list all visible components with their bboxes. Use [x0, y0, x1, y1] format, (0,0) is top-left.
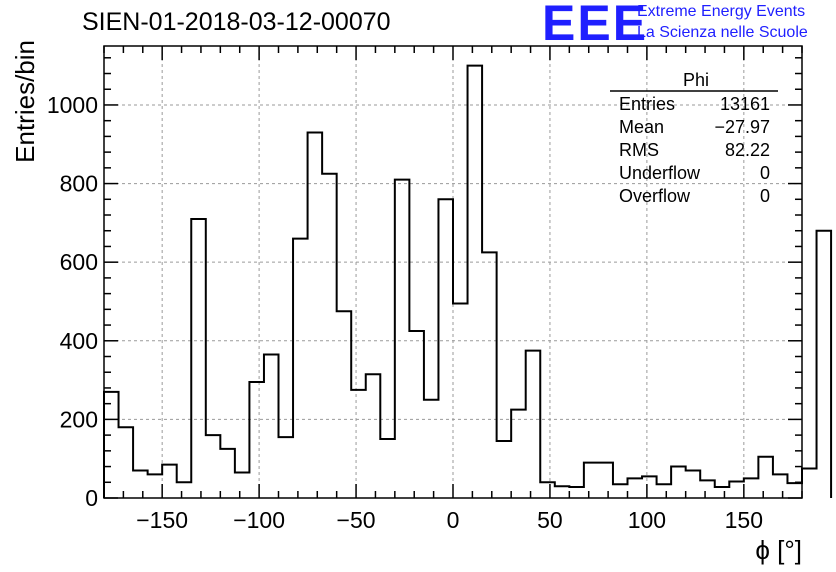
- logo-line-2: La Scienza nelle Scuole: [637, 24, 808, 41]
- stats-row-label: Entries: [619, 94, 675, 114]
- y-tick-label: 1000: [47, 92, 98, 118]
- stats-row-label: Overflow: [619, 186, 691, 206]
- y-tick-label: 200: [60, 406, 98, 432]
- x-tick-label: −100: [233, 507, 285, 533]
- stats-box: Phi Entries 13161 Mean −27.97 RMS 82.22 Underf…: [610, 70, 778, 206]
- histogram-outline: [103, 64, 833, 498]
- stats-row-value: −27.97: [714, 117, 770, 137]
- logo-line-1: Extreme Energy Events: [637, 3, 806, 20]
- x-tick-label: −150: [136, 507, 188, 533]
- x-tick-label: 100: [628, 507, 666, 533]
- y-tick-label: 0: [85, 485, 98, 511]
- stats-row-label: RMS: [619, 140, 659, 160]
- tick-labels: −150 −100 −50 0 50 100 150 0 200 400 600 800 1000: [47, 92, 763, 533]
- y-tick-label: 400: [60, 328, 98, 354]
- stats-row-value: 82.22: [725, 140, 770, 160]
- logo-mark: EEE: [542, 0, 649, 51]
- y-axis-label: Entries/bin: [10, 40, 40, 163]
- stats-row-label: Mean: [619, 117, 664, 137]
- stats-row-value: 13161: [720, 94, 770, 114]
- x-tick-label: 50: [537, 507, 563, 533]
- y-tick-label: 800: [60, 171, 98, 197]
- x-tick-label: −50: [337, 507, 376, 533]
- plot-frame: [103, 45, 803, 499]
- axis-ticks: [103, 46, 803, 499]
- page-title: SIEN-01-2018-03-12-00070: [82, 8, 391, 36]
- y-tick-label: 600: [60, 249, 98, 275]
- stats-row-value: 0: [760, 186, 770, 206]
- x-axis-label: ϕ [°]: [755, 535, 802, 565]
- stats-row-value: 0: [760, 163, 770, 183]
- x-tick-label: 150: [725, 507, 763, 533]
- stats-box-rows: Entries 13161 Mean −27.97 RMS 82.22 Underflow 0…: [619, 94, 770, 206]
- x-tick-label: 0: [447, 507, 460, 533]
- stats-box-title: Phi: [683, 70, 709, 90]
- stats-row-label: Underflow: [619, 163, 701, 183]
